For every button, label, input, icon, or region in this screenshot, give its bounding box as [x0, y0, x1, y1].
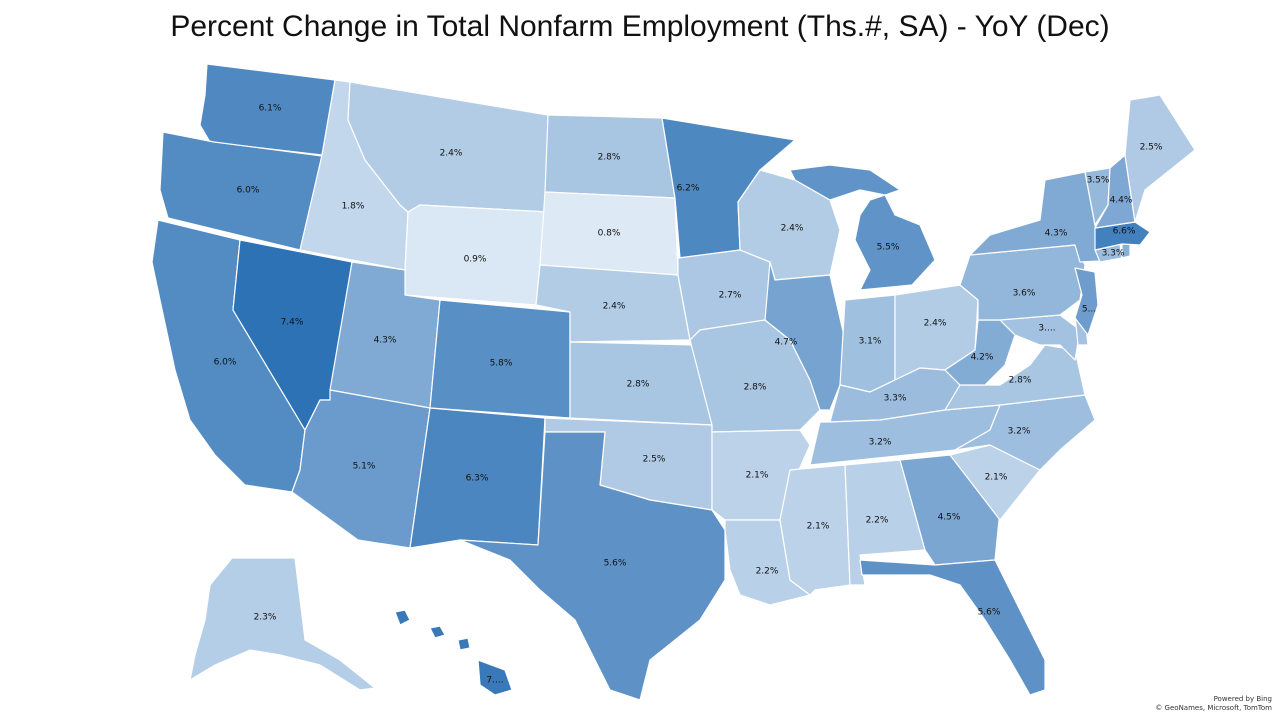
state-label-ct: 3.3%: [1102, 249, 1125, 259]
state-label-tx: 5.6%: [604, 559, 627, 569]
state-label-az: 5.1%: [353, 462, 376, 472]
state-label-oh: 2.4%: [924, 319, 947, 329]
state-hi: [394, 609, 513, 696]
state-label-ms: 2.1%: [807, 522, 830, 532]
state-label-or: 6.0%: [237, 186, 260, 196]
state-ak: [189, 557, 376, 691]
state-label-sc: 2.1%: [985, 473, 1008, 483]
state-label-fl: 5.6%: [978, 608, 1001, 618]
state-label-ma: 6.6%: [1113, 227, 1136, 237]
state-label-hi: 7....: [486, 676, 503, 686]
state-label-ky: 3.3%: [884, 394, 907, 404]
state-label-ne: 2.4%: [603, 302, 626, 312]
state-tx: [459, 431, 726, 701]
state-labels: 6.1% 6.0% 6.0% 7.4% 1.8% 2.4% 0.9% 4.3% 5.1% 5.8%…: [214, 104, 1163, 686]
state-label-id: 1.8%: [342, 202, 365, 212]
state-label-mn: 6.2%: [677, 184, 700, 194]
state-nc: [954, 394, 1096, 471]
state-label-ks: 2.8%: [627, 380, 650, 390]
state-label-ok: 2.5%: [643, 455, 666, 465]
state-label-md: 3....: [1038, 324, 1055, 334]
state-me: [1124, 94, 1196, 223]
state-label-il: 4.7%: [775, 338, 798, 348]
state-wi: [737, 169, 841, 281]
state-label-ca: 6.0%: [214, 358, 237, 368]
state-label-tn: 3.2%: [869, 438, 892, 448]
powered-by-label: Powered by Bing: [1213, 695, 1272, 703]
state-label-nd: 2.8%: [598, 153, 621, 163]
state-label-ia: 2.7%: [719, 291, 742, 301]
map-title: Percent Change in Total Nonfarm Employme…: [170, 10, 1110, 43]
state-label-co: 5.8%: [490, 359, 513, 369]
state-nh: [1094, 154, 1136, 229]
state-label-nh: 4.4%: [1110, 196, 1133, 206]
state-label-sd: 0.8%: [598, 229, 621, 239]
state-label-vt: 3.5%: [1087, 176, 1110, 186]
state-label-al: 2.2%: [866, 516, 889, 526]
copyright-label: © GeoNames, Microsoft, TomTom: [1155, 704, 1272, 712]
state-label-wa: 6.1%: [259, 104, 282, 114]
state-md: [999, 314, 1081, 361]
state-fl: [859, 559, 1046, 696]
state-label-ga: 4.5%: [938, 513, 961, 523]
state-label-wy: 0.9%: [464, 255, 487, 265]
state-label-pa: 3.6%: [1013, 289, 1036, 299]
state-label-mt: 2.4%: [440, 149, 463, 159]
state-label-nj: 5...: [1082, 305, 1096, 315]
state-label-ar: 2.1%: [746, 471, 769, 481]
state-label-mo: 2.8%: [744, 383, 767, 393]
state-label-ut: 4.3%: [374, 336, 397, 346]
state-label-in: 3.1%: [859, 337, 882, 347]
state-shapes: [151, 63, 1196, 701]
state-label-nv: 7.4%: [281, 318, 304, 328]
state-label-nc: 3.2%: [1008, 427, 1031, 437]
state-label-ak: 2.3%: [254, 613, 277, 623]
state-pa: [959, 244, 1086, 321]
state-label-wv: 4.2%: [971, 353, 994, 363]
state-label-mi: 5.5%: [877, 243, 900, 253]
map-attribution: Powered by Bing © GeoNames, Microsoft, T…: [1155, 695, 1272, 713]
state-label-wi: 2.4%: [781, 224, 804, 234]
state-label-la: 2.2%: [756, 567, 779, 577]
state-label-va: 2.8%: [1009, 376, 1032, 386]
state-nj: [1074, 267, 1099, 336]
state-label-ny: 4.3%: [1045, 229, 1068, 239]
state-label-nm: 6.3%: [466, 474, 489, 484]
state-il: [764, 261, 846, 411]
state-mi: [789, 164, 936, 291]
state-label-me: 2.5%: [1140, 143, 1163, 153]
